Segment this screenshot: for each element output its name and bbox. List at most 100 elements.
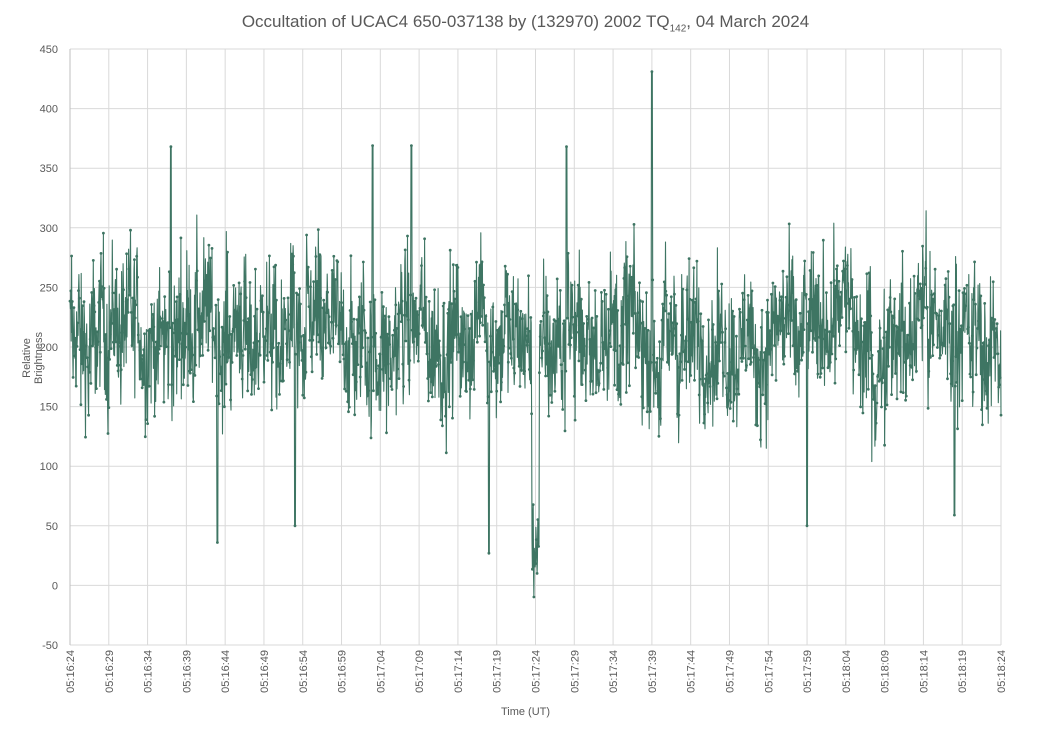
y-tick-label: -50 xyxy=(42,640,58,652)
data-point xyxy=(876,375,879,378)
data-point xyxy=(470,349,474,353)
data-point xyxy=(949,382,953,386)
data-point xyxy=(451,263,455,267)
data-point xyxy=(938,356,942,360)
data-point xyxy=(973,260,976,264)
data-point xyxy=(440,382,443,386)
data-point xyxy=(533,554,537,558)
data-point xyxy=(496,328,499,332)
data-point xyxy=(306,282,309,286)
data-point xyxy=(441,424,444,428)
data-point xyxy=(659,417,662,420)
data-point xyxy=(712,364,716,368)
data-point xyxy=(527,274,530,278)
data-point xyxy=(324,346,328,350)
data-point xyxy=(603,337,607,340)
data-point xyxy=(912,274,916,278)
data-point xyxy=(703,412,706,416)
data-point xyxy=(149,331,153,334)
data-point xyxy=(467,378,471,382)
data-point xyxy=(866,387,870,391)
data-point xyxy=(491,305,495,309)
data-point xyxy=(825,350,829,353)
data-point xyxy=(713,375,717,378)
data-point xyxy=(403,248,407,252)
data-point xyxy=(887,364,890,368)
data-point xyxy=(475,260,478,264)
data-point xyxy=(275,346,279,350)
data-point xyxy=(689,374,693,377)
data-point xyxy=(846,302,850,305)
data-point xyxy=(856,346,860,350)
data-point xyxy=(232,284,236,287)
data-point xyxy=(344,342,347,346)
data-point xyxy=(116,369,120,373)
data-point xyxy=(641,406,645,410)
data-point xyxy=(669,302,672,305)
data-point xyxy=(297,341,301,344)
data-point xyxy=(998,376,1002,380)
data-point xyxy=(525,343,529,347)
data-point xyxy=(477,316,481,320)
data-point xyxy=(896,326,900,329)
data-point xyxy=(917,318,921,322)
data-point xyxy=(332,254,336,258)
data-point xyxy=(786,303,789,307)
data-point xyxy=(798,311,802,315)
data-point xyxy=(144,418,148,422)
data-point xyxy=(382,305,385,309)
data-point xyxy=(475,340,479,344)
data-point xyxy=(676,366,680,369)
data-point xyxy=(291,263,295,266)
data-point xyxy=(988,338,991,342)
data-point xyxy=(623,266,627,270)
data-point xyxy=(672,327,675,330)
data-point xyxy=(621,363,625,366)
data-point xyxy=(463,343,467,346)
data-point xyxy=(318,253,322,256)
data-point xyxy=(88,337,92,341)
data-point xyxy=(885,403,889,407)
data-point xyxy=(581,333,585,337)
data-point xyxy=(150,333,154,336)
data-point xyxy=(428,358,432,362)
data-point xyxy=(131,296,135,300)
data-point xyxy=(503,303,506,307)
data-point xyxy=(95,330,99,334)
data-point xyxy=(683,368,686,371)
data-point xyxy=(108,332,112,336)
data-point xyxy=(81,304,84,308)
data-point xyxy=(265,354,269,357)
data-point xyxy=(369,436,373,440)
data-point xyxy=(707,318,710,322)
data-point xyxy=(255,307,259,311)
data-point xyxy=(742,298,746,302)
data-point xyxy=(174,354,177,358)
data-point xyxy=(695,259,699,263)
data-point xyxy=(886,308,890,312)
data-point xyxy=(285,358,289,362)
data-point xyxy=(410,328,414,332)
data-point xyxy=(205,274,208,277)
data-point xyxy=(497,361,501,365)
data-point xyxy=(133,316,137,320)
data-point xyxy=(476,314,480,318)
data-point xyxy=(230,361,234,364)
data-point xyxy=(985,406,989,410)
data-point xyxy=(371,144,374,148)
data-point xyxy=(458,394,462,398)
data-point xyxy=(292,254,295,258)
data-point xyxy=(363,329,367,332)
data-point xyxy=(294,352,298,356)
data-point xyxy=(105,398,108,401)
data-point xyxy=(444,451,448,455)
data-point xyxy=(352,317,356,321)
data-point xyxy=(452,289,456,293)
data-point xyxy=(847,326,851,330)
data-point xyxy=(810,307,814,311)
data-point xyxy=(667,312,671,316)
data-point xyxy=(482,283,485,287)
data-point xyxy=(426,377,430,380)
data-point xyxy=(124,322,128,326)
data-point xyxy=(532,595,536,599)
